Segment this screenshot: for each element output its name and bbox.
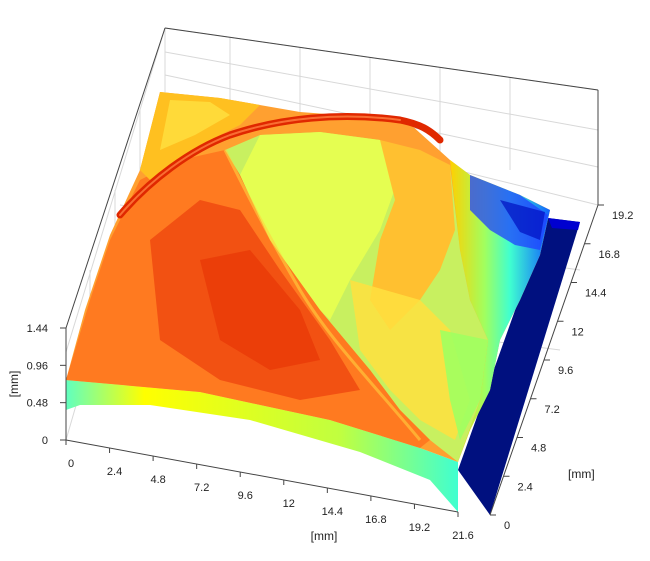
x-tick-label: 16.8 [365, 514, 386, 526]
surface-front-skirt [66, 380, 458, 512]
x-tick-label: 0 [68, 458, 74, 470]
y-tick-label: 9.6 [558, 365, 573, 377]
z-axis-label: [mm] [7, 371, 21, 398]
x-tick-label: 21.6 [452, 530, 473, 542]
z-tick-label: 1.44 [27, 323, 48, 335]
x-tick-label: 14.4 [322, 506, 343, 518]
y-tick-label: 0 [504, 520, 510, 532]
y-tick-label: 16.8 [599, 249, 620, 261]
x-tick-label: 12 [283, 498, 295, 510]
z-tick-label: 0.48 [27, 398, 48, 410]
x-tick-label: 7.2 [194, 482, 209, 494]
x-axis-line [65, 439, 459, 513]
y-tick-label: 14.4 [585, 288, 606, 300]
z-tick-label: 0.96 [27, 360, 48, 372]
y-axis-label: [mm] [568, 467, 595, 481]
y-tick-label: 19.2 [612, 210, 633, 222]
axes [65, 27, 599, 516]
z-tick-label: 0 [42, 435, 48, 447]
y-tick-label: 2.4 [518, 481, 533, 493]
x-tick-label: 19.2 [409, 522, 430, 534]
y-tick-label: 4.8 [531, 443, 546, 455]
x-tick-label: 2.4 [107, 466, 122, 478]
x-tick-label: 9.6 [238, 490, 253, 502]
surface [66, 92, 580, 515]
y-tick-label: 7.2 [545, 404, 560, 416]
surface-right-wall [458, 218, 580, 515]
y-tick-label: 12 [572, 326, 584, 338]
x-axis-label: [mm] [311, 529, 338, 543]
x-tick-label: 4.8 [150, 474, 165, 486]
